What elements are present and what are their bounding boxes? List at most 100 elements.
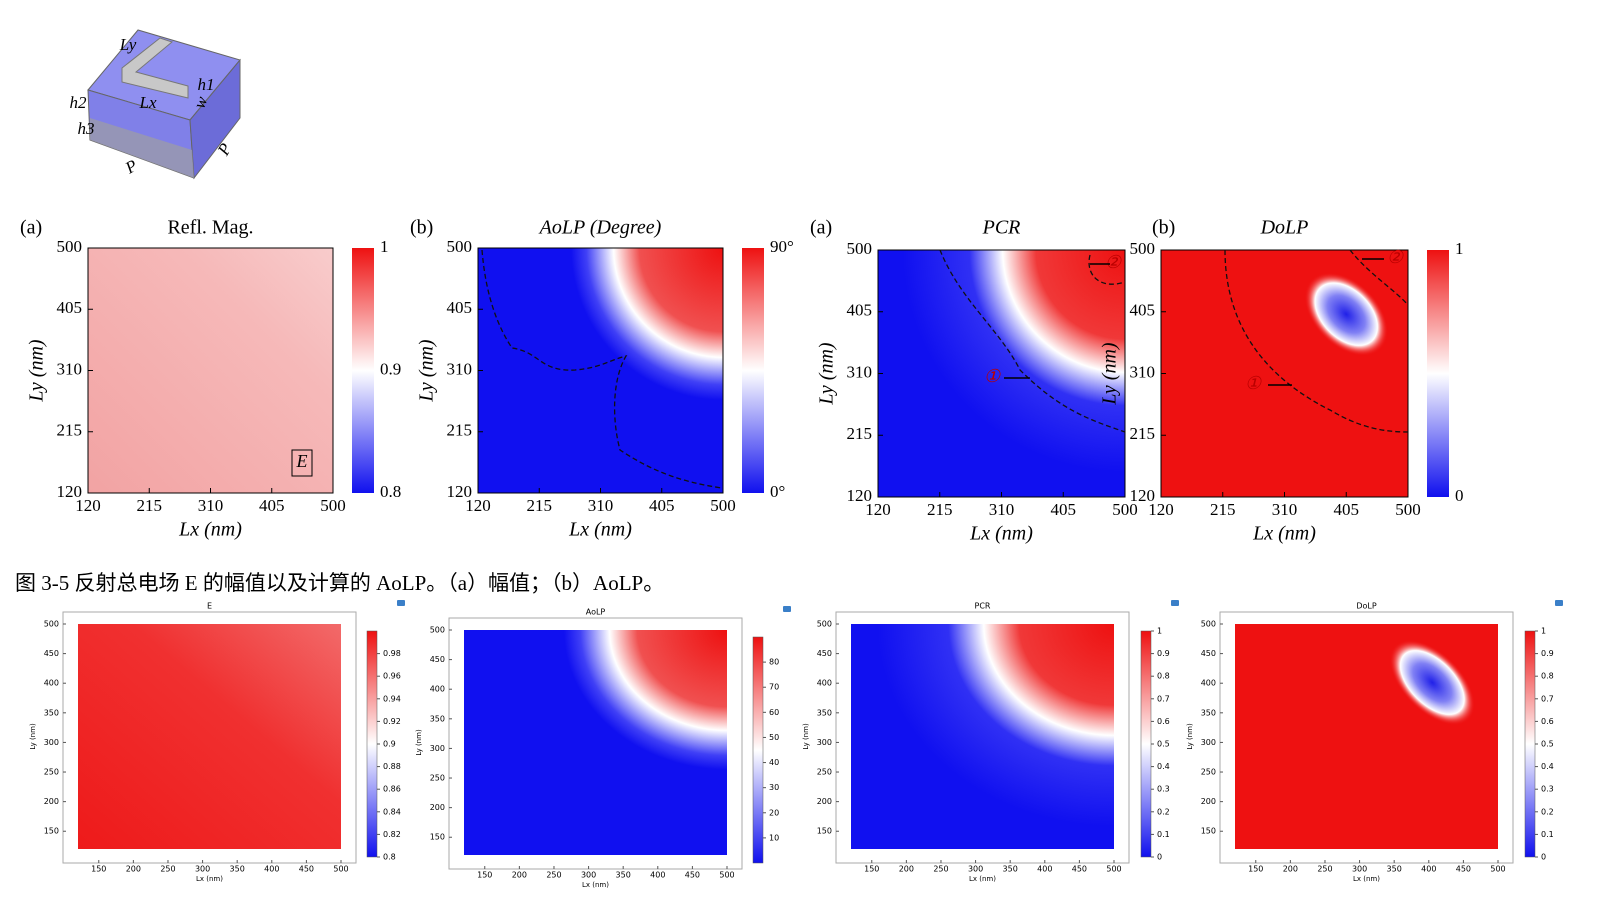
heatmap xyxy=(464,630,727,855)
bottom-panel: AoLP Lx (nm) Ly (nm) 150 200 250 300 350 400 450 5… xyxy=(415,606,791,889)
y-tick-label: 120 xyxy=(447,482,473,501)
colorbar-tick-label: 0 xyxy=(1541,853,1546,862)
y-tick-label: 405 xyxy=(1130,301,1156,320)
x-tick-label: 310 xyxy=(989,500,1015,519)
y-tick-label: 350 xyxy=(44,708,59,717)
x-tick-label: 215 xyxy=(137,496,163,515)
x-tick-label: 200 xyxy=(899,865,914,874)
colorbar-tick-label: 0.3 xyxy=(1541,785,1554,794)
y-tick-label: 405 xyxy=(847,301,873,320)
panel-title: DoLP xyxy=(1356,602,1377,611)
y-tick-label: 405 xyxy=(57,298,83,317)
y-axis-label: Ly (nm) xyxy=(26,339,48,403)
export-icon xyxy=(397,600,405,606)
diagram-label: h2 xyxy=(70,93,88,112)
x-tick-label: 450 xyxy=(1072,865,1087,874)
colorbar-tick-label: 0.2 xyxy=(1157,807,1170,816)
y-tick-label: 450 xyxy=(44,649,59,658)
y-tick-label: 450 xyxy=(430,655,445,664)
y-tick-label: 450 xyxy=(817,649,832,658)
x-tick-label: 120 xyxy=(1148,500,1174,519)
y-tick-label: 200 xyxy=(817,797,832,806)
colorbar-tick-label: 60 xyxy=(769,708,779,717)
y-axis-label: Ly (nm) xyxy=(415,729,423,756)
colorbar-tick-label: 1 xyxy=(1455,239,1464,258)
x-tick-label: 450 xyxy=(685,871,700,880)
x-tick-label: 400 xyxy=(650,871,665,880)
x-axis-label: Lx (nm) xyxy=(969,875,996,883)
x-tick-label: 200 xyxy=(126,865,141,874)
x-tick-label: 250 xyxy=(1317,865,1332,874)
colorbar-tick-label: 0.8 xyxy=(1157,672,1170,681)
colorbar-tick-label: 20 xyxy=(769,808,779,817)
x-tick-label: 120 xyxy=(465,496,491,515)
x-tick-label: 300 xyxy=(195,865,210,874)
x-tick-label: 200 xyxy=(512,871,527,880)
colorbar-tick-label: 0.4 xyxy=(1541,762,1554,771)
x-tick-label: 215 xyxy=(527,496,553,515)
diagram-label: h1 xyxy=(198,75,215,94)
diagram-label: P xyxy=(121,156,140,178)
axes-frame xyxy=(448,617,743,870)
heatmap xyxy=(478,248,723,493)
y-tick-label: 250 xyxy=(430,774,445,783)
x-tick-label: 310 xyxy=(198,496,224,515)
x-tick-label: 150 xyxy=(1248,865,1263,874)
y-tick-label: 215 xyxy=(447,421,473,440)
colorbar-tick-label: 0.8 xyxy=(380,482,401,501)
diagram-label: Ly xyxy=(119,35,137,54)
axes-frame xyxy=(835,611,1130,864)
x-tick-label: 350 xyxy=(1003,865,1018,874)
colorbar-tick-label: 0.9 xyxy=(383,740,396,749)
y-tick-label: 200 xyxy=(44,797,59,806)
top-panel: (a) Refl. Mag. Lx (nm) Ly (nm) 120 215 310 405 5… xyxy=(20,217,401,541)
x-tick-label: 350 xyxy=(230,865,245,874)
panel-title: PCR xyxy=(975,602,991,611)
y-tick-label: 300 xyxy=(430,744,445,753)
y-tick-label: 150 xyxy=(817,827,832,836)
panel-title: Refl. Mag. xyxy=(167,217,253,239)
y-tick-label: 215 xyxy=(1130,424,1156,443)
x-tick-label: 500 xyxy=(719,871,734,880)
y-tick-label: 120 xyxy=(847,486,873,505)
x-axis-label: Lx (nm) xyxy=(969,523,1033,545)
panel-tag: (a) xyxy=(810,217,832,239)
colorbar-tick-label: 0.86 xyxy=(383,785,401,794)
x-tick-label: 450 xyxy=(299,865,314,874)
y-tick-label: 350 xyxy=(817,708,832,717)
colorbar-tick-label: 40 xyxy=(769,758,779,767)
y-tick-label: 400 xyxy=(44,679,59,688)
x-tick-label: 400 xyxy=(264,865,279,874)
contour xyxy=(939,249,1126,433)
y-tick-label: 300 xyxy=(44,738,59,747)
x-axis-label: Lx (nm) xyxy=(568,519,632,541)
axes-frame xyxy=(62,611,357,864)
x-tick-label: 150 xyxy=(864,865,879,874)
x-tick-label: 500 xyxy=(1112,500,1138,519)
x-axis-label: Lx (nm) xyxy=(178,519,242,541)
y-tick-label: 310 xyxy=(1130,362,1156,381)
colorbar-tick-label: 0° xyxy=(770,482,785,501)
x-tick-label: 120 xyxy=(865,500,891,519)
x-tick-label: 405 xyxy=(1334,500,1360,519)
y-axis-label: Ly (nm) xyxy=(29,723,37,750)
y-tick-label: 200 xyxy=(430,803,445,812)
x-tick-label: 150 xyxy=(91,865,106,874)
x-axis-label: Lx (nm) xyxy=(1353,875,1380,883)
y-tick-label: 405 xyxy=(447,298,473,317)
colorbar-tick-label: 0.1 xyxy=(1541,830,1554,839)
y-tick-label: 400 xyxy=(817,679,832,688)
colorbar xyxy=(752,636,764,864)
y-tick-label: 250 xyxy=(1201,768,1216,777)
y-tick-label: 400 xyxy=(430,685,445,694)
y-axis-label: Ly (nm) xyxy=(1186,723,1194,750)
y-tick-label: 120 xyxy=(1130,486,1156,505)
colorbar xyxy=(366,630,378,858)
colorbar-tick-label: 1 xyxy=(380,237,389,256)
contour xyxy=(1224,249,1409,433)
colorbar-tick-label: 0.7 xyxy=(1541,694,1554,703)
x-tick-label: 405 xyxy=(259,496,285,515)
contour xyxy=(1349,249,1409,306)
heatmap xyxy=(1235,624,1498,849)
